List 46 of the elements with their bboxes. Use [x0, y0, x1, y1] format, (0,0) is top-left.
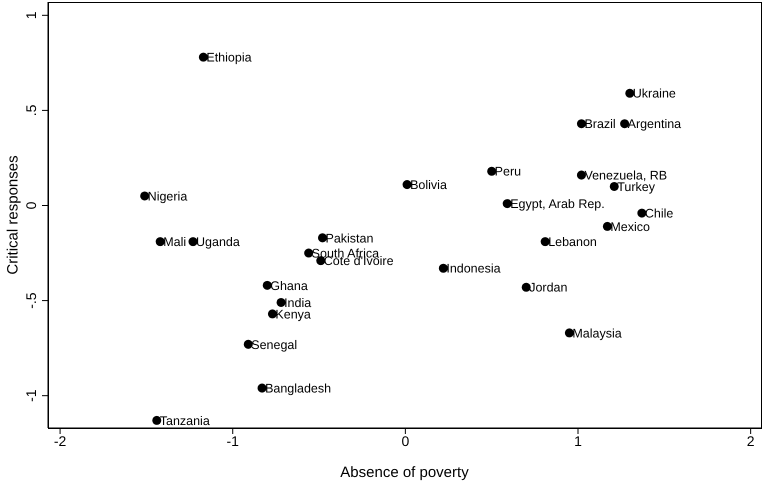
point [576, 119, 586, 128]
x-tick-label: -1 [226, 432, 240, 449]
annotation: Brazil [584, 117, 616, 132]
annotation: Peru [494, 164, 522, 179]
annotation: Tanzania [160, 414, 210, 428]
y-tick-label: -1 [23, 389, 39, 402]
annotation: India [284, 296, 312, 310]
annotation: Mali [163, 235, 186, 250]
point [244, 340, 253, 349]
point [564, 328, 574, 338]
annotation: Ukraine [632, 86, 676, 101]
x-tick-label: 2 [746, 432, 755, 449]
annotation: Mexico [610, 220, 650, 234]
annotation: Argentina [628, 117, 682, 132]
point [140, 191, 150, 200]
annotation: Ghana [270, 278, 308, 293]
y-axis-title: Critical responses [4, 155, 22, 275]
y-tick-label: -.5 [23, 292, 39, 309]
point [276, 298, 286, 307]
point [438, 264, 448, 273]
annotation: Lebanon [548, 235, 597, 250]
annotation: Kenya [275, 307, 311, 322]
annotation: Bangladesh [265, 382, 332, 396]
point [262, 280, 272, 290]
annotation: Ethiopia [206, 50, 252, 65]
annotation: Uganda [196, 235, 240, 250]
point [268, 309, 277, 318]
annotation: Egypt, Arab Rep. [510, 197, 605, 212]
y-tick-label: .5 [23, 104, 39, 116]
annotation: Pakistan [325, 231, 374, 246]
y-tick-label: 0 [23, 201, 39, 210]
annotation: Nigeria [148, 189, 188, 204]
annotation: Malaysia [572, 326, 622, 340]
x-tick-label: 0 [401, 432, 410, 449]
x-tick-label: -2 [54, 432, 67, 449]
annotation: Bolivia [410, 178, 447, 192]
annotation: Chile [644, 206, 674, 221]
y-tick-label: 1 [23, 11, 39, 20]
annotation: Senegal [251, 338, 298, 352]
annotation: Venezuela, RB [584, 168, 668, 182]
annotation: Jordan [529, 280, 568, 295]
annotation: Indonesia [446, 262, 501, 276]
x-axis-title: Absence of poverty [340, 464, 470, 481]
x-tick-label: 1 [574, 432, 582, 449]
point [318, 233, 328, 242]
point [602, 222, 612, 231]
